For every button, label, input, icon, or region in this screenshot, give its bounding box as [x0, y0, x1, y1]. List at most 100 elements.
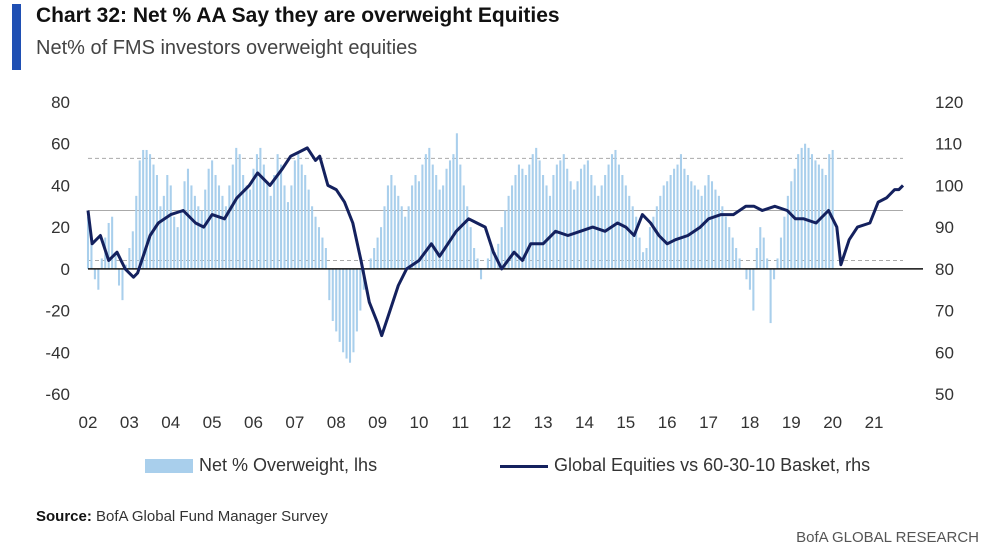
- bar: [500, 227, 503, 269]
- right-tick-label: 100: [935, 176, 963, 195]
- bar: [748, 268, 751, 290]
- right-tick-label: 50: [935, 385, 954, 404]
- bar: [359, 268, 362, 311]
- bar: [579, 168, 583, 269]
- bar: [400, 206, 403, 269]
- bar: [586, 160, 589, 269]
- bar: [735, 248, 738, 269]
- bar: [117, 268, 121, 286]
- x-tick-label: 14: [575, 413, 594, 432]
- bar: [297, 154, 300, 269]
- bar: [783, 216, 786, 269]
- bar: [321, 237, 324, 269]
- x-tick-label: 10: [410, 413, 429, 432]
- bar: [704, 185, 707, 269]
- bar: [331, 268, 334, 321]
- bar: [149, 154, 152, 269]
- chart-subtitle: Net% of FMS investors overweight equitie…: [36, 37, 418, 59]
- bar: [490, 248, 493, 269]
- accent-bar: [12, 4, 21, 70]
- bar: [693, 185, 696, 269]
- left-tick-label: 0: [61, 260, 70, 279]
- bar: [590, 175, 593, 269]
- bar: [621, 175, 624, 269]
- bar: [283, 185, 286, 269]
- bar: [528, 164, 531, 269]
- bar: [583, 164, 586, 269]
- bar: [390, 175, 393, 269]
- bar: [217, 185, 221, 269]
- bar: [752, 268, 755, 311]
- bar: [738, 258, 741, 269]
- bar: [669, 175, 672, 269]
- bar: [714, 189, 717, 269]
- bar: [159, 206, 162, 269]
- bar: [617, 164, 620, 269]
- bar: [766, 258, 769, 269]
- bar: [779, 237, 782, 269]
- x-tick-label: 15: [616, 413, 635, 432]
- bar: [273, 175, 276, 269]
- bar: [610, 154, 614, 269]
- bar: [452, 154, 455, 269]
- bar: [642, 252, 645, 269]
- bar: [438, 189, 441, 269]
- x-tick-label: 06: [244, 413, 263, 432]
- bar: [100, 258, 103, 269]
- bar: [448, 160, 452, 269]
- bar: [759, 227, 762, 269]
- bar: [569, 181, 572, 269]
- bar: [393, 185, 396, 269]
- bar: [776, 258, 779, 269]
- bar: [324, 248, 327, 269]
- x-tick-label: 13: [534, 413, 553, 432]
- bar: [238, 154, 241, 269]
- bar: [376, 237, 379, 269]
- legend-line: Global Equities vs 60-30-10 Basket, rhs: [500, 455, 870, 476]
- bar: [183, 181, 186, 269]
- bar: [314, 216, 317, 269]
- bar: [421, 164, 424, 269]
- bar: [176, 227, 179, 269]
- source-label: Source:: [36, 508, 92, 525]
- bar: [459, 164, 462, 269]
- bar: [769, 268, 772, 324]
- x-tick-label: 05: [203, 413, 222, 432]
- bar: [369, 258, 372, 269]
- x-axis-ticks: 02 03 04 05 06 07 08 09 10 11 12 13 14 15 16 17 18 19 20 21: [79, 413, 884, 432]
- bar: [90, 243, 93, 269]
- legend-bar-label: Net % Overweight, lhs: [199, 455, 378, 475]
- bar: [645, 248, 648, 269]
- bar: [262, 164, 265, 269]
- bar: [221, 195, 224, 269]
- bar: [445, 168, 448, 269]
- bar: [600, 185, 603, 269]
- bar: [355, 268, 358, 332]
- bar: [155, 175, 158, 269]
- bar: [348, 268, 352, 363]
- x-tick-label: 11: [452, 413, 470, 432]
- bar: [276, 154, 279, 269]
- legend-line-swatch: [500, 464, 548, 468]
- bar: [293, 160, 296, 269]
- left-tick-label: -20: [45, 302, 70, 321]
- bar: [604, 175, 607, 269]
- bar: [538, 160, 541, 269]
- bar: [200, 210, 203, 269]
- bar: [128, 248, 131, 269]
- bar: [138, 160, 141, 269]
- bar: [266, 181, 269, 269]
- bar: [252, 168, 255, 269]
- bar: [245, 185, 248, 269]
- bar: [797, 154, 800, 269]
- bar: [824, 175, 827, 269]
- bar: [342, 268, 345, 353]
- bar: [317, 227, 321, 269]
- x-tick-label: 02: [79, 413, 98, 432]
- bar: [817, 164, 820, 269]
- bar: [721, 206, 724, 269]
- bar: [814, 160, 817, 269]
- bar: [652, 216, 655, 269]
- bar: [717, 195, 720, 269]
- bar: [635, 216, 638, 269]
